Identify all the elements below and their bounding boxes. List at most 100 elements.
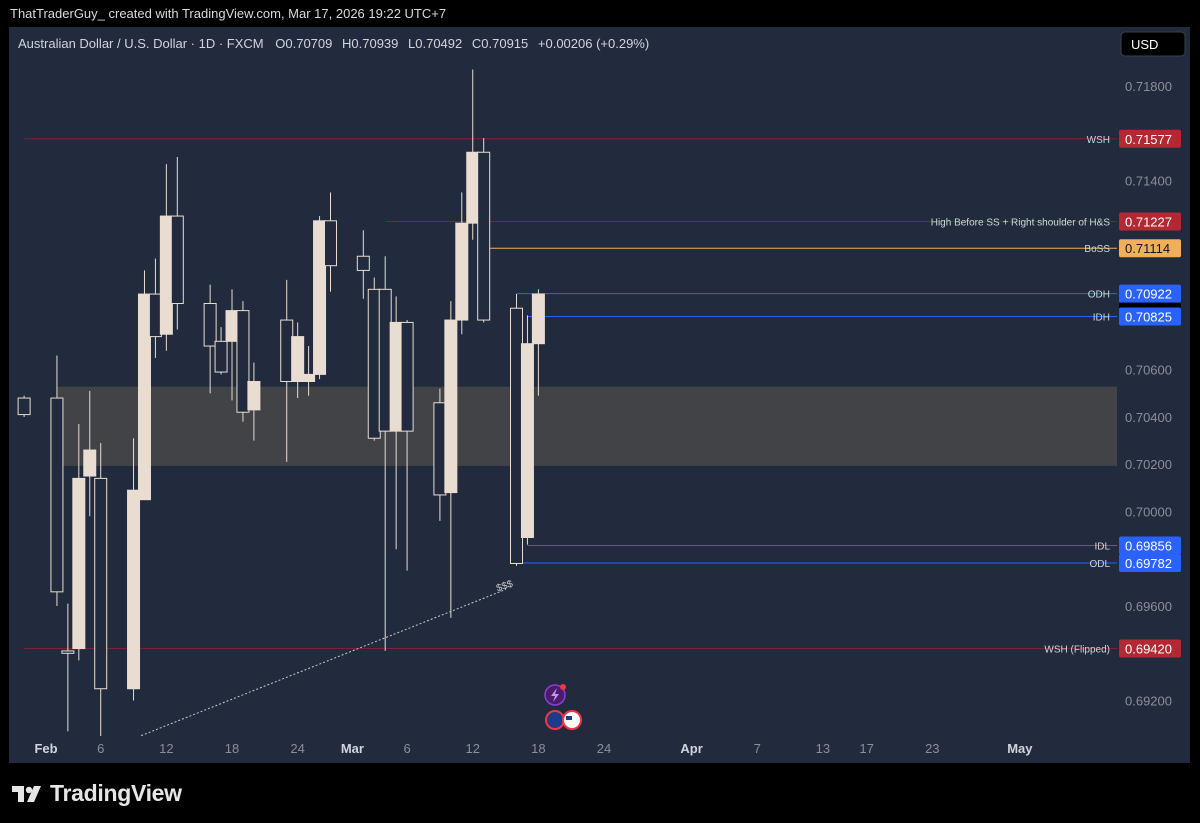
candlestick[interactable] <box>433 388 447 521</box>
candlestick[interactable] <box>137 270 151 501</box>
candlestick[interactable] <box>510 294 524 566</box>
price-tag <box>1119 284 1181 303</box>
x-axis-tick-label: 18 <box>225 741 239 756</box>
notification-dot-icon <box>560 684 566 690</box>
high-value: 0.70939 <box>351 36 398 51</box>
candlestick[interactable] <box>367 277 381 441</box>
high-label: H <box>342 36 351 51</box>
candlestick[interactable] <box>236 301 250 422</box>
price-tag <box>1119 307 1181 326</box>
lightning-icon <box>551 688 559 702</box>
y-axis-tick-label: 0.71400 <box>1125 174 1172 189</box>
candlestick[interactable] <box>291 322 305 399</box>
australia-flag-icon[interactable] <box>545 710 565 730</box>
candlestick[interactable] <box>203 284 217 394</box>
candlestick[interactable] <box>83 390 97 517</box>
us-flag-canton <box>566 716 572 720</box>
candle-body <box>148 293 162 338</box>
x-axis-tick-label: Feb <box>34 741 57 756</box>
event-icons[interactable] <box>544 684 582 730</box>
candlestick[interactable] <box>323 192 337 292</box>
x-axis-tick-label: Apr <box>680 741 702 756</box>
candlestick[interactable] <box>444 301 458 618</box>
supply-demand-zone[interactable] <box>56 386 1117 466</box>
close-label: C <box>472 36 481 51</box>
y-axis-tick-label: 0.71800 <box>1125 79 1172 94</box>
candle-body <box>477 151 491 321</box>
candlestick[interactable] <box>378 256 392 651</box>
x-axis-tick-label: 24 <box>597 741 611 756</box>
candlestick[interactable] <box>280 279 294 462</box>
price-tag <box>1119 639 1181 658</box>
candlestick[interactable] <box>225 289 239 401</box>
x-axis-tick-label: 6 <box>403 741 410 756</box>
y-axis-tick-label: 0.70000 <box>1125 504 1172 519</box>
price-tag-label: 0.70825 <box>1125 310 1172 325</box>
y-axis-tick-label: 0.69600 <box>1125 599 1172 614</box>
candlestick[interactable] <box>356 230 370 299</box>
low-value: 0.70492 <box>415 36 462 51</box>
candle-body <box>203 303 217 347</box>
candle-body <box>225 310 239 342</box>
price-tag <box>1119 212 1181 231</box>
candle-body <box>520 343 534 538</box>
candlestick[interactable] <box>50 355 64 607</box>
candle-body <box>323 220 337 267</box>
x-axis-tick-label: 13 <box>816 741 830 756</box>
close-value: 0.70915 <box>481 36 528 51</box>
candle-body <box>466 151 480 224</box>
candlestick[interactable] <box>389 296 403 550</box>
x-axis-tick-label: 24 <box>290 741 304 756</box>
candlestick[interactable] <box>302 346 316 396</box>
liquidity-trendline[interactable] <box>123 589 506 743</box>
x-axis-tick-label: 6 <box>97 741 104 756</box>
y-axis-tick-label: 0.70400 <box>1125 410 1172 425</box>
candlestick[interactable] <box>466 69 480 240</box>
y-axis-tick-label: 0.69200 <box>1125 694 1172 709</box>
candle-body <box>94 477 108 690</box>
candlestick[interactable] <box>159 164 173 351</box>
candlestick[interactable] <box>17 395 31 417</box>
candlestick[interactable] <box>214 327 228 375</box>
tradingview-branding: TradingView <box>12 780 182 807</box>
candlestick[interactable] <box>313 216 327 380</box>
candlestick[interactable] <box>170 156 184 330</box>
candle-body <box>50 397 64 593</box>
low-label: L <box>408 36 415 51</box>
candlestick[interactable] <box>61 603 75 732</box>
tradingview-brand: TradingView <box>50 780 182 806</box>
candle-body <box>236 310 250 413</box>
candle-body <box>83 449 97 477</box>
level-label: IDH <box>1093 313 1110 324</box>
x-axis-tick-label: 12 <box>159 741 173 756</box>
candlestick[interactable] <box>247 362 261 441</box>
x-axis-tick-label: 12 <box>466 741 480 756</box>
candle-body <box>291 336 305 383</box>
currency-button[interactable]: USD <box>1120 31 1186 57</box>
price-tag-label: 0.71114 <box>1125 241 1170 256</box>
level-label: ODL <box>1089 559 1110 570</box>
candlestick[interactable] <box>400 320 414 571</box>
candlestick[interactable] <box>127 438 141 701</box>
x-axis-tick-label: 7 <box>754 741 761 756</box>
x-axis-tick-label: 17 <box>859 741 873 756</box>
price-tag-label: 0.71577 <box>1125 132 1172 147</box>
candle-body <box>356 255 370 271</box>
x-axis-tick-label: 18 <box>531 741 545 756</box>
candlestick[interactable] <box>455 192 469 335</box>
candlestick[interactable] <box>94 442 108 743</box>
price-tag-label: 0.70922 <box>1125 287 1172 302</box>
candle-body <box>444 319 458 494</box>
candle-body <box>159 215 173 335</box>
candlestick[interactable] <box>148 258 162 358</box>
price-tag-label: 0.69420 <box>1125 642 1172 657</box>
open-label: O <box>275 36 285 51</box>
candlestick[interactable] <box>531 289 545 396</box>
candlestick[interactable] <box>520 315 534 545</box>
candlestick[interactable] <box>72 424 86 661</box>
candlestick[interactable] <box>477 138 491 323</box>
candle-body <box>137 293 151 501</box>
candle-body <box>389 321 403 432</box>
candle-body <box>247 381 261 411</box>
